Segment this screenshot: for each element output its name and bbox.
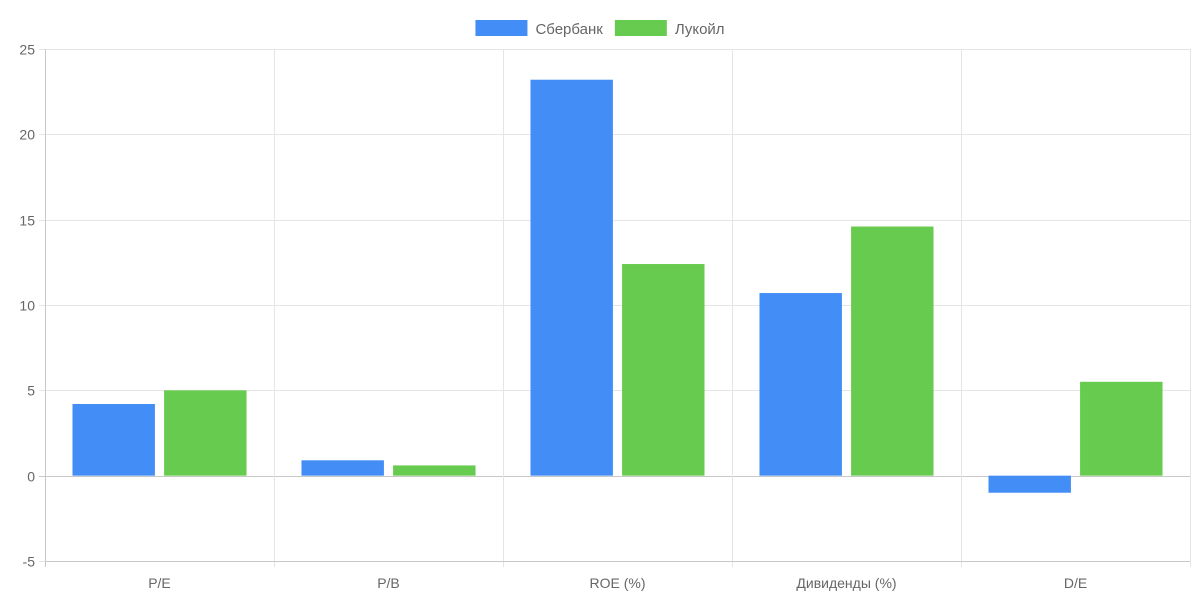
x-tick-label: P/B bbox=[377, 575, 400, 591]
y-tick-label: -5 bbox=[23, 554, 36, 570]
x-tick-label: ROE (%) bbox=[590, 575, 646, 591]
bars bbox=[72, 79, 1163, 493]
x-tick-label: D/E bbox=[1064, 575, 1087, 591]
bar-sberbank-0[interactable] bbox=[72, 403, 155, 476]
legend-label: Лукойл bbox=[675, 21, 725, 38]
bar-lukoil-0[interactable] bbox=[164, 390, 247, 476]
x-tick-label: Дивиденды (%) bbox=[796, 575, 896, 591]
legend-label: Сбербанк bbox=[535, 21, 603, 38]
bar-sberbank-2[interactable] bbox=[530, 79, 613, 476]
x-tick-label: P/E bbox=[148, 575, 171, 591]
legend-swatch bbox=[475, 20, 528, 36]
legend-item-lukoil[interactable]: Лукойл bbox=[614, 20, 725, 38]
bar-lukoil-1[interactable] bbox=[393, 465, 476, 476]
legend-swatch bbox=[614, 20, 667, 36]
bar-sberbank-4[interactable] bbox=[988, 475, 1071, 493]
bar-lukoil-2[interactable] bbox=[622, 264, 705, 476]
y-tick-label: 15 bbox=[19, 213, 35, 229]
legend: Сбербанк Лукойл bbox=[475, 20, 725, 38]
y-tick-label: 5 bbox=[27, 383, 35, 399]
bar-lukoil-3[interactable] bbox=[851, 226, 934, 476]
y-tick-label: 10 bbox=[19, 298, 35, 314]
bar-sberbank-3[interactable] bbox=[759, 293, 842, 476]
y-tick-label: 25 bbox=[19, 42, 35, 58]
axes: -5 0 5 10 15 20 25 P/E P/B ROE (%) Дивиденды (%) D/… bbox=[19, 42, 1190, 591]
legend-item-sberbank[interactable]: Сбербанк bbox=[475, 20, 603, 38]
bar-sberbank-1[interactable] bbox=[301, 460, 384, 476]
bar-lukoil-4[interactable] bbox=[1080, 381, 1163, 476]
y-tick-label: 0 bbox=[27, 469, 35, 485]
y-tick-label: 20 bbox=[19, 127, 35, 143]
